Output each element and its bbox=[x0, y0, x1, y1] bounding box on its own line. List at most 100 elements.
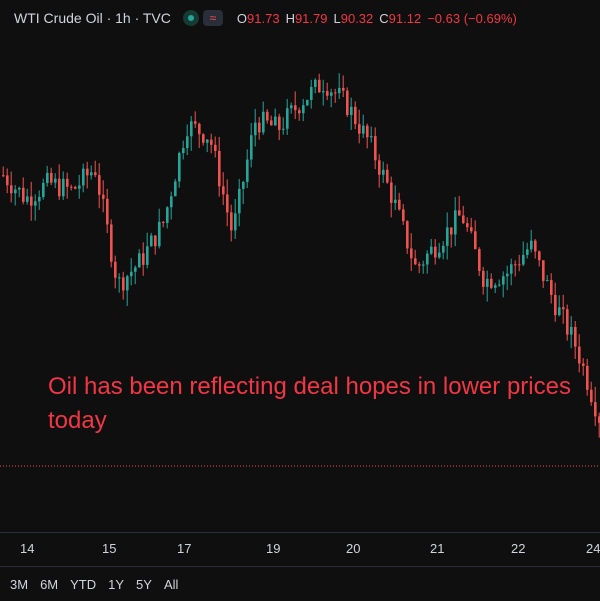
candle-body bbox=[10, 185, 13, 194]
range-5y-button[interactable]: 5Y bbox=[136, 576, 152, 592]
candle-body bbox=[130, 271, 133, 277]
candle-body bbox=[510, 264, 513, 274]
candle-body bbox=[382, 169, 385, 175]
candle-body bbox=[286, 108, 289, 129]
candle-body bbox=[262, 111, 265, 133]
candle-body bbox=[2, 175, 5, 177]
candle-body bbox=[118, 277, 121, 279]
candle-body bbox=[342, 87, 345, 91]
candle-body bbox=[62, 178, 65, 197]
candle-body bbox=[366, 125, 369, 138]
candle-body bbox=[194, 121, 197, 124]
candle-body bbox=[134, 267, 137, 272]
change-value: −0.63 (−0.69%) bbox=[427, 10, 517, 26]
chart-header: WTI Crude Oil · 1h · TVC ≈ O 91.73 H 91.79… bbox=[0, 0, 600, 36]
range-3m-button[interactable]: 3M bbox=[10, 576, 29, 592]
candle-body bbox=[18, 187, 21, 190]
candle-body bbox=[214, 144, 217, 151]
symbol-title[interactable]: WTI Crude Oil · 1h · TVC bbox=[14, 10, 171, 26]
candle-body bbox=[450, 227, 453, 235]
candle-body bbox=[370, 136, 373, 138]
candle-body bbox=[166, 207, 169, 223]
candle-body bbox=[386, 169, 389, 183]
candle-body bbox=[106, 198, 109, 225]
candle-body bbox=[246, 159, 249, 182]
wave-icon[interactable]: ≈ bbox=[202, 10, 223, 26]
candle-body bbox=[198, 123, 201, 135]
candle-body bbox=[142, 253, 145, 265]
candle-body bbox=[110, 224, 113, 262]
high-value: 91.79 bbox=[294, 10, 328, 26]
range-1y-button[interactable]: 1Y bbox=[108, 576, 125, 592]
candle-body bbox=[442, 245, 445, 253]
candle-body bbox=[274, 116, 277, 126]
candle-body bbox=[378, 160, 381, 175]
candle-body bbox=[522, 254, 525, 265]
candle-body bbox=[598, 416, 600, 423]
candle-body bbox=[502, 276, 505, 285]
candle-body bbox=[426, 253, 429, 265]
candle-body bbox=[326, 91, 329, 96]
candle-body bbox=[418, 264, 421, 266]
candle-body bbox=[466, 223, 469, 228]
candle-body bbox=[374, 136, 377, 161]
range-ytd-button[interactable]: YTD bbox=[70, 576, 97, 592]
candle-body bbox=[594, 402, 597, 417]
low-value: 90.32 bbox=[340, 10, 374, 26]
candle-body bbox=[226, 194, 229, 213]
candle-body bbox=[290, 105, 293, 109]
range-all-button[interactable]: All bbox=[163, 576, 179, 592]
candle-body bbox=[322, 91, 325, 93]
candle-body bbox=[554, 294, 557, 316]
candle-body bbox=[22, 187, 25, 202]
candle-body bbox=[346, 90, 349, 115]
candle-body bbox=[498, 284, 501, 286]
candle-body bbox=[90, 172, 93, 176]
candle-body bbox=[454, 210, 457, 235]
candle-body bbox=[186, 136, 189, 149]
candle-body bbox=[570, 326, 573, 335]
candle-body bbox=[330, 92, 333, 96]
time-tick: 19 bbox=[266, 541, 281, 556]
candlestick-chart[interactable] bbox=[0, 36, 600, 532]
candle-body bbox=[526, 249, 529, 255]
time-axis: 14 15 17 19 20 21 22 24 bbox=[0, 532, 600, 563]
close-label: C bbox=[379, 10, 389, 26]
candle-body bbox=[78, 185, 81, 189]
time-tick: 22 bbox=[511, 541, 526, 556]
candle-body bbox=[298, 110, 301, 114]
candle-body bbox=[250, 135, 253, 160]
candle-body bbox=[126, 276, 129, 291]
candle-body bbox=[534, 240, 537, 252]
candle-body bbox=[58, 178, 61, 197]
candle-body bbox=[414, 258, 417, 265]
candle-body bbox=[98, 175, 101, 195]
candle-body bbox=[162, 221, 165, 223]
candle-body bbox=[74, 186, 77, 189]
candle-body bbox=[574, 326, 577, 347]
candle-body bbox=[182, 148, 185, 154]
candle-body bbox=[494, 285, 497, 288]
candle-body bbox=[278, 116, 281, 130]
candle-body bbox=[302, 105, 305, 114]
candle-body bbox=[202, 134, 205, 143]
candle-body bbox=[530, 240, 533, 250]
candle-body bbox=[410, 248, 413, 259]
candle-body bbox=[66, 178, 69, 187]
candle-body bbox=[206, 139, 209, 143]
candle-body bbox=[338, 87, 341, 94]
candle-body bbox=[354, 106, 357, 125]
candle-body bbox=[398, 199, 401, 210]
range-6m-button[interactable]: 6M bbox=[40, 576, 59, 592]
candle-body bbox=[482, 270, 485, 287]
candle-body bbox=[306, 99, 309, 106]
candle-body bbox=[150, 235, 153, 247]
candle-body bbox=[222, 186, 225, 195]
candle-body bbox=[114, 261, 117, 278]
candle-body bbox=[294, 105, 297, 111]
candle-body bbox=[390, 182, 393, 203]
candle-body bbox=[486, 278, 489, 287]
candle-body bbox=[514, 264, 517, 266]
candle-body bbox=[146, 246, 149, 265]
chart-annotation: Oil has been reflecting deal hopes in lo… bbox=[48, 373, 571, 434]
